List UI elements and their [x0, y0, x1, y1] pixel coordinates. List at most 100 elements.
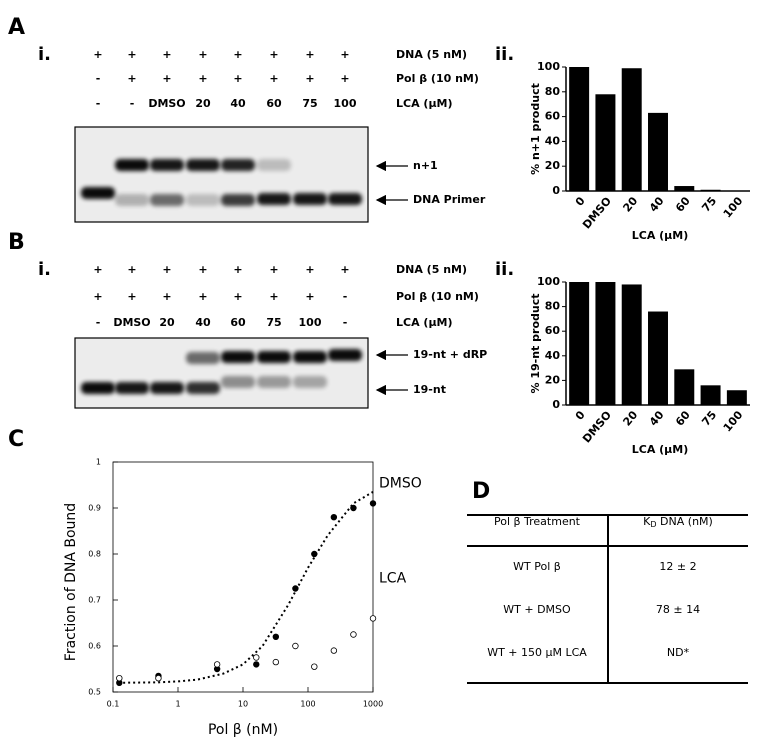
gel-band	[115, 159, 149, 171]
plot-frame	[112, 461, 374, 693]
panel-label: B	[8, 230, 25, 255]
lane-label: 40	[230, 97, 246, 110]
y-tick-label: 1	[96, 458, 101, 467]
y-tick-label: 100	[537, 275, 560, 288]
gel-band	[293, 376, 327, 388]
lane-label: +	[162, 48, 171, 61]
gel-band	[257, 376, 291, 388]
bar	[595, 94, 616, 191]
table-header: KD DNA (nM)	[643, 515, 713, 529]
data-point	[272, 633, 280, 640]
lane-label: +	[127, 48, 136, 61]
lane-label: -	[96, 97, 101, 110]
gel-band	[221, 194, 255, 206]
lane-label: +	[162, 72, 171, 85]
x-tick-label: DMSO	[580, 409, 614, 446]
data-point	[311, 663, 318, 670]
subpanel-label: i.	[38, 259, 51, 280]
row-label: DNA (5 nM)	[396, 48, 467, 61]
table-cell: ND*	[667, 646, 690, 659]
y-tick-label: 100	[537, 60, 560, 73]
table-header: Pol β Treatment	[494, 515, 581, 528]
panel-label: A	[8, 15, 25, 40]
series-label: DMSO	[379, 475, 422, 491]
data-point	[369, 615, 377, 622]
lane-label: +	[305, 290, 314, 303]
bar	[569, 282, 590, 405]
y-tick-label: 0.9	[88, 504, 101, 513]
lane-label: 40	[195, 316, 211, 329]
x-tick-label: 20	[621, 194, 641, 214]
gel-band	[221, 351, 255, 363]
table-cell: WT Pol β	[513, 560, 561, 573]
gel-band	[221, 376, 255, 388]
lane-label: +	[93, 263, 102, 276]
bar	[674, 186, 695, 191]
x-tick-label: 0	[573, 194, 588, 208]
y-axis-label: % 19-nt product	[529, 294, 542, 394]
table-cell: WT + DMSO	[503, 603, 571, 616]
lane-label: -	[343, 316, 348, 329]
lane-label: +	[162, 263, 171, 276]
data-point	[330, 514, 338, 521]
gel-band	[186, 159, 220, 171]
lane-label: +	[305, 48, 314, 61]
bar	[700, 189, 721, 191]
y-tick-label: 80	[545, 300, 561, 313]
lane-label: 100	[299, 316, 322, 329]
x-tick-label: 0	[573, 408, 588, 422]
lane-label: +	[340, 263, 349, 276]
lane-label: 100	[334, 97, 357, 110]
fit-curve	[118, 491, 374, 684]
gel-band	[150, 382, 184, 394]
lane-label: +	[198, 72, 207, 85]
x-axis-label: LCA (μM)	[632, 443, 689, 456]
x-tick-label: 60	[673, 194, 693, 214]
bar	[569, 67, 590, 191]
table: Pol β Treatment KD DNA (nM)	[467, 514, 748, 684]
gel-band	[81, 187, 115, 199]
y-tick-label: 40	[545, 134, 561, 147]
lane-label: +	[305, 263, 314, 276]
gel-band	[115, 382, 149, 394]
lane-label: +	[198, 290, 207, 303]
data-point	[369, 500, 377, 507]
lane-label: DMSO	[148, 97, 185, 110]
x-tick-label: 1	[175, 700, 180, 709]
y-tick-label: 0	[552, 184, 560, 197]
subpanel-label: ii.	[495, 44, 514, 65]
y-tick-label: 0	[552, 398, 560, 411]
table-cell: 78 ± 14	[656, 603, 700, 616]
header-part: D	[650, 520, 656, 529]
x-tick-label: 0.1	[107, 700, 120, 709]
y-tick-label: 80	[545, 85, 561, 98]
y-tick-label: 0.8	[88, 550, 101, 559]
y-tick-label: 0.6	[88, 642, 101, 651]
lane-label: 75	[302, 97, 317, 110]
data-point	[292, 642, 299, 650]
gel-band	[293, 193, 327, 205]
lane-label: +	[305, 72, 314, 85]
gel-band	[328, 193, 362, 205]
lane-label: +	[127, 263, 136, 276]
bar	[648, 311, 668, 405]
bar	[595, 282, 616, 405]
panel-label: D	[472, 479, 490, 504]
band-label: n+1	[413, 159, 438, 172]
band-label: DNA Primer	[413, 193, 486, 206]
gel-band	[328, 349, 362, 361]
lane-label: +	[269, 72, 278, 85]
row-label: Pol β (10 nM)	[396, 72, 479, 85]
gel-image	[74, 337, 369, 409]
gel-band	[186, 382, 220, 394]
lane-label: 60	[266, 97, 282, 110]
y-tick-label: 60	[545, 324, 561, 337]
gel-band	[150, 159, 184, 171]
x-tick-label: 10	[238, 700, 248, 709]
lane-label: +	[93, 290, 102, 303]
subpanel-label: i.	[38, 44, 51, 65]
lane-label: +	[233, 290, 242, 303]
y-axis-label: Fraction of DNA Bound	[63, 503, 79, 661]
lane-label: +	[340, 48, 349, 61]
data-point	[253, 654, 260, 661]
